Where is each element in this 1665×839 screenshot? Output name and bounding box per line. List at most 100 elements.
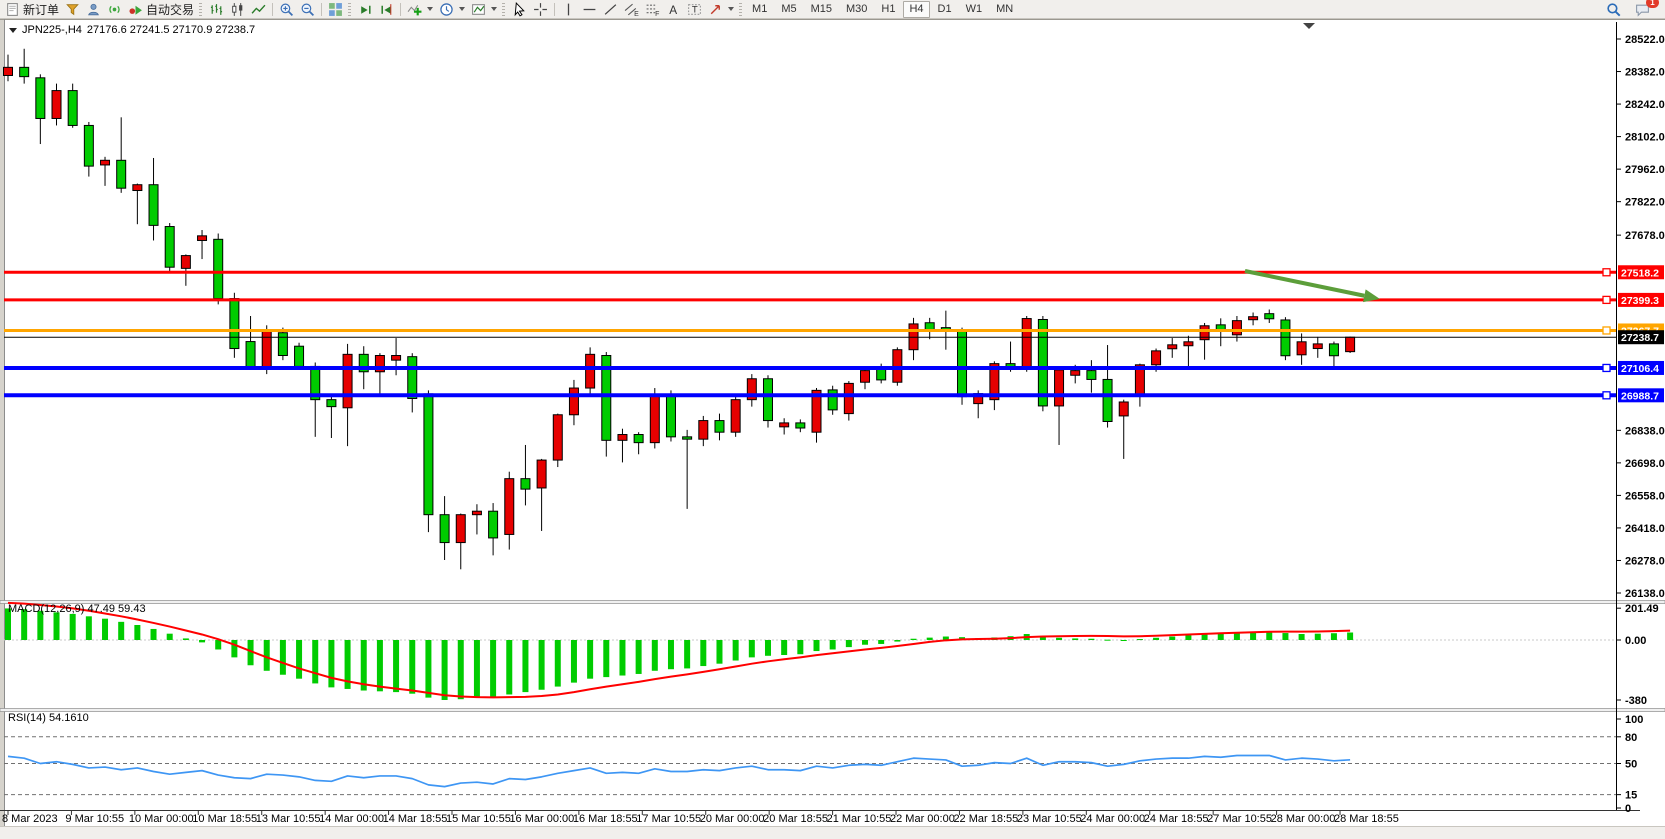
equidistant-channel-button[interactable]: E xyxy=(621,1,642,18)
main-toolbar: 新订单 自动交易 xyxy=(0,0,1665,19)
svg-text:28522.0: 28522.0 xyxy=(1625,34,1665,46)
pane-splitter[interactable] xyxy=(0,600,1665,604)
bars-chart-button[interactable] xyxy=(206,1,227,18)
document-icon xyxy=(7,2,18,16)
auto-trading-button[interactable]: 自动交易 xyxy=(125,1,197,18)
auto-scroll-icon xyxy=(361,5,371,14)
horizontal-line-button[interactable] xyxy=(579,1,600,18)
periods-button[interactable] xyxy=(436,1,468,18)
svg-text:E: E xyxy=(634,10,639,16)
zoom-in-button[interactable] xyxy=(276,1,297,18)
level-line-26988.7[interactable]: 26988.7 xyxy=(4,388,1664,403)
svg-text:26988.7: 26988.7 xyxy=(1621,390,1659,402)
new-order-button[interactable]: 新订单 xyxy=(2,1,62,18)
timeframe-M5[interactable]: M5 xyxy=(781,2,797,15)
timeframe-H4[interactable]: H4 xyxy=(903,0,930,18)
timeframe-H1[interactable]: H1 xyxy=(881,2,896,15)
dropdown-caret-icon xyxy=(491,7,498,11)
svg-text:26698.0: 26698.0 xyxy=(1625,458,1665,470)
level-line-27399.3[interactable]: 27399.3 xyxy=(4,292,1664,307)
templates-button[interactable] xyxy=(468,1,500,18)
dropdown-caret-icon xyxy=(427,7,434,11)
svg-text:8 Mar 2023: 8 Mar 2023 xyxy=(2,813,58,825)
chart-shift-marker[interactable] xyxy=(1303,23,1315,29)
chart-shift-button[interactable] xyxy=(376,1,397,18)
funnel-button[interactable] xyxy=(62,1,83,18)
svg-text:50: 50 xyxy=(1625,759,1637,771)
indicators-button[interactable] xyxy=(404,1,436,18)
svg-text:24 Mar 18:55: 24 Mar 18:55 xyxy=(1144,813,1209,825)
text-tool-icon: A xyxy=(669,3,677,16)
svg-text:26838.0: 26838.0 xyxy=(1625,425,1665,437)
zoom-out-button[interactable] xyxy=(297,1,318,18)
svg-text:27822.0: 27822.0 xyxy=(1625,197,1665,209)
ohlc-bars-icon xyxy=(210,3,223,15)
price-axis[interactable]: 28522.0 28382.0 28242.0 28102.0 27962.0 27822… xyxy=(1616,34,1665,600)
timeframe-M30[interactable]: M30 xyxy=(846,2,868,15)
auto-scroll-button[interactable] xyxy=(355,1,376,18)
svg-text:26418.0: 26418.0 xyxy=(1625,523,1665,535)
toolbar-grip xyxy=(199,2,203,16)
notification-badge: 1 xyxy=(1646,0,1659,8)
arrows-tool-button[interactable] xyxy=(705,1,737,18)
svg-text:20 Mar 18:55: 20 Mar 18:55 xyxy=(763,813,828,825)
svg-text:16 Mar 00:00: 16 Mar 00:00 xyxy=(509,813,574,825)
svg-text:20 Mar 00:00: 20 Mar 00:00 xyxy=(700,813,765,825)
timeframe-W1[interactable]: W1 xyxy=(965,2,983,15)
broadcast-icon xyxy=(109,5,120,13)
trendline-button[interactable] xyxy=(600,1,621,18)
level-line-27518.2[interactable]: 27518.2 xyxy=(4,265,1664,280)
toolbar-grip xyxy=(739,2,743,16)
svg-text:13 Mar 10:55: 13 Mar 10:55 xyxy=(256,813,321,825)
search-button[interactable] xyxy=(1603,1,1624,18)
svg-text:26138.0: 26138.0 xyxy=(1625,588,1665,600)
level-line-27106.4[interactable]: 27106.4 xyxy=(4,360,1664,375)
line-chart-button[interactable] xyxy=(248,1,269,18)
svg-text:27678.0: 27678.0 xyxy=(1625,230,1665,242)
status-bar xyxy=(0,826,1665,839)
macd-indicator-label: MACD(12,26,9) 47.49 59.43 xyxy=(8,603,146,615)
clock-icon xyxy=(440,2,453,16)
svg-text:100: 100 xyxy=(1625,714,1643,726)
symbol-dropdown-icon[interactable] xyxy=(9,27,17,33)
text-button[interactable]: A xyxy=(663,1,684,18)
timeframe-D1[interactable]: D1 xyxy=(937,2,952,15)
svg-text:28 Mar 00:00: 28 Mar 00:00 xyxy=(1271,813,1336,825)
signals-button[interactable] xyxy=(104,1,125,18)
timeframe-M1[interactable]: M1 xyxy=(752,2,768,15)
svg-text:22 Mar 00:00: 22 Mar 00:00 xyxy=(890,813,955,825)
tile-windows-button[interactable] xyxy=(325,1,346,18)
vertical-line-button[interactable] xyxy=(558,1,579,18)
funnel-icon xyxy=(66,3,79,15)
svg-text:14 Mar 00:00: 14 Mar 00:00 xyxy=(319,813,384,825)
market-watch-button[interactable] xyxy=(83,1,104,18)
pane-splitter[interactable] xyxy=(0,708,1665,712)
text-label-button[interactable]: T xyxy=(684,1,705,18)
window-left-border xyxy=(0,19,4,826)
toolbar-right-cluster: 1 xyxy=(1603,0,1659,18)
notifications-button[interactable]: 1 xyxy=(1632,0,1659,18)
svg-text:16 Mar 18:55: 16 Mar 18:55 xyxy=(573,813,638,825)
svg-text:22 Mar 18:55: 22 Mar 18:55 xyxy=(953,813,1018,825)
crosshair-icon xyxy=(534,2,547,16)
candlestick-chart-button[interactable] xyxy=(227,1,248,18)
svg-text:26278.0: 26278.0 xyxy=(1625,555,1665,567)
level-line-27238.7[interactable]: 27238.7 xyxy=(4,330,1664,345)
svg-text:15: 15 xyxy=(1625,790,1637,802)
dropdown-caret-icon xyxy=(728,7,735,11)
svg-text:27399.3: 27399.3 xyxy=(1621,295,1659,307)
fibonacci-button[interactable]: F xyxy=(642,1,663,18)
chart-shift-icon xyxy=(381,3,392,15)
auto-trading-icon xyxy=(129,5,142,15)
trend-arrow-annotation[interactable] xyxy=(1244,269,1380,303)
toolbar-separator xyxy=(272,2,274,16)
equidistant-channel-icon: E xyxy=(624,3,639,17)
macd-pane: 201.49 0.00 -380 xyxy=(4,601,1659,707)
timeframe-M15[interactable]: M15 xyxy=(810,2,832,15)
auto-trading-label: 自动交易 xyxy=(146,2,195,17)
cursor-button[interactable] xyxy=(509,1,530,18)
crosshair-button[interactable] xyxy=(530,1,551,18)
timeframe-MN[interactable]: MN xyxy=(996,2,1014,15)
